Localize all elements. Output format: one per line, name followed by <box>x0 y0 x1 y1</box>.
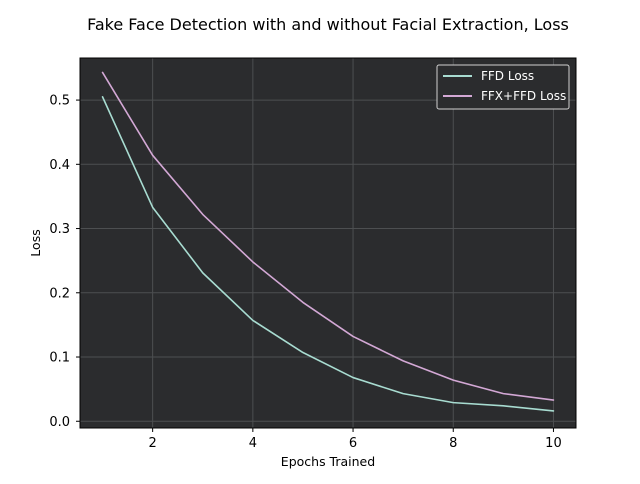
y-tick-label: 0.5 <box>49 94 70 109</box>
x-axis-ticks: 2 4 6 8 10 <box>149 428 562 451</box>
x-tick-label: 8 <box>449 436 457 451</box>
chart-title: Fake Face Detection with and without Fac… <box>87 15 569 34</box>
series-line-ffd-loss <box>101 96 555 412</box>
y-grid <box>80 99 576 422</box>
x-axis-label: Epochs Trained <box>281 454 375 469</box>
legend-label-ffx-ffd: FFX+FFD Loss <box>481 89 566 103</box>
series-layer <box>101 71 555 412</box>
x-tick-label: 10 <box>545 436 562 451</box>
y-axis-label: Loss <box>28 229 43 256</box>
series-line-ffx-ffd-loss <box>101 71 555 401</box>
y-tick-label: 0.2 <box>49 286 70 301</box>
x-grid <box>152 58 554 428</box>
y-tick-label: 0.3 <box>49 222 70 237</box>
y-tick-label: 0.0 <box>49 415 70 430</box>
legend: FFD Loss FFX+FFD Loss <box>436 64 570 110</box>
x-tick-label: 6 <box>349 436 357 451</box>
x-tick-label: 4 <box>249 436 257 451</box>
x-tick-label: 2 <box>149 436 157 451</box>
plot-frame <box>79 57 577 429</box>
y-tick-label: 0.4 <box>49 158 70 173</box>
y-axis-ticks: 0.0 0.1 0.2 0.3 0.4 0.5 <box>49 94 80 430</box>
plot-area <box>80 58 576 428</box>
y-tick-label: 0.1 <box>49 351 70 366</box>
legend-label-ffd: FFD Loss <box>481 69 534 83</box>
